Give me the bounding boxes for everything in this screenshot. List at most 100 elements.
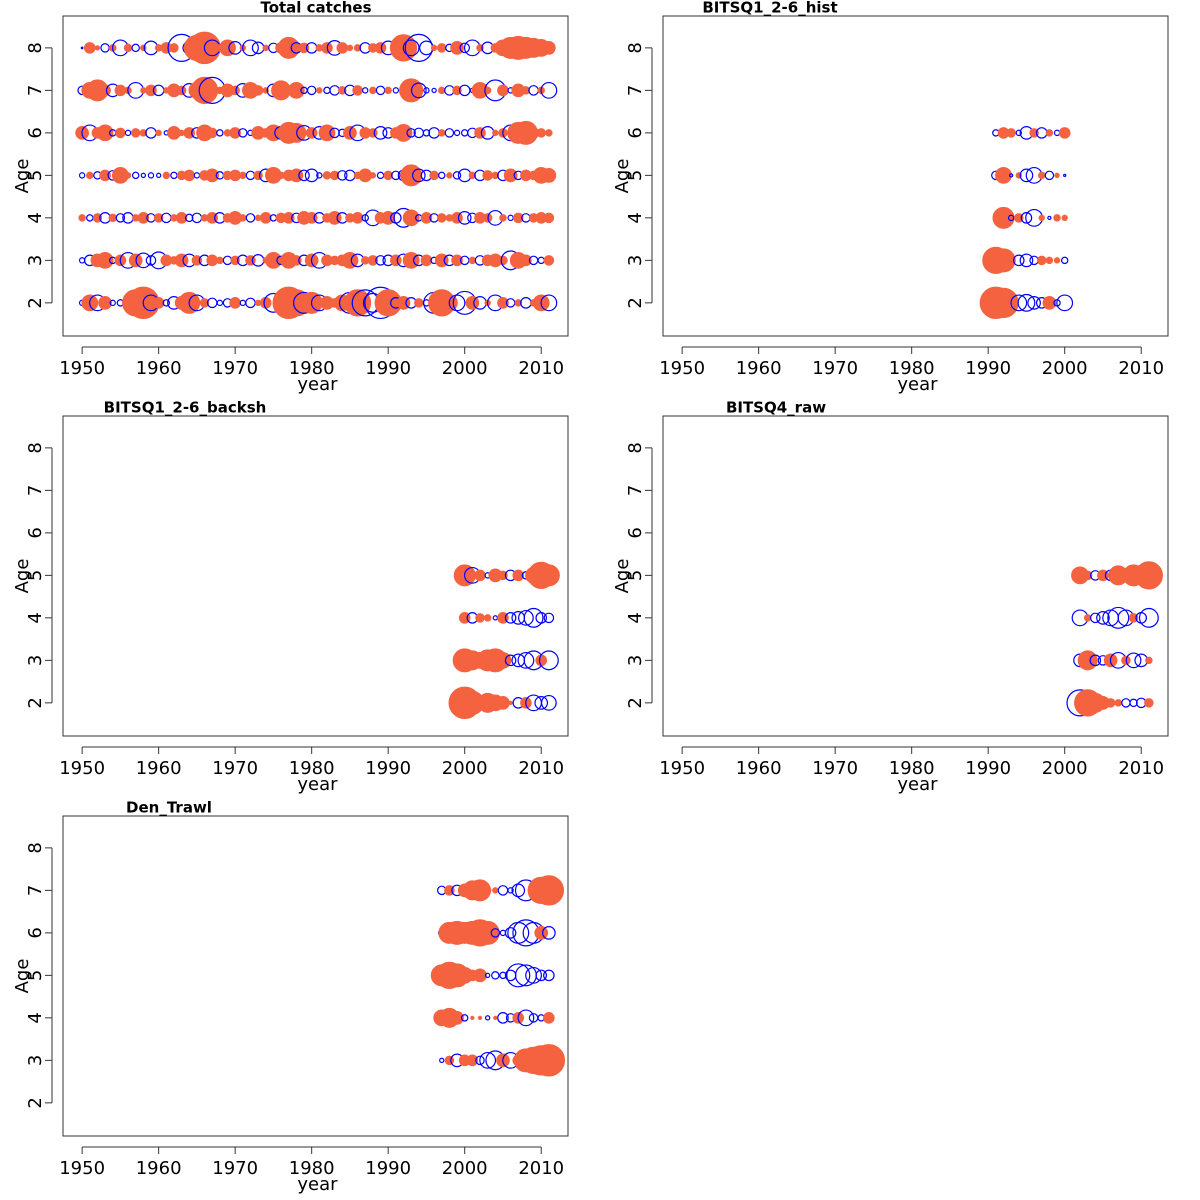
positive-residual bbox=[239, 171, 247, 180]
x-axis-label: year bbox=[897, 374, 938, 395]
positive-residual bbox=[1045, 129, 1054, 137]
negative-residual bbox=[438, 171, 446, 180]
positive-residual bbox=[1134, 561, 1163, 590]
positive-residual bbox=[450, 1011, 464, 1025]
negative-residual bbox=[1096, 611, 1110, 625]
negative-residual bbox=[517, 1009, 535, 1027]
positive-residual bbox=[1038, 214, 1045, 222]
y-tick-label: 3 bbox=[625, 255, 646, 266]
positive-residual bbox=[995, 166, 1012, 184]
positive-residual bbox=[402, 251, 420, 269]
positive-residual bbox=[1038, 171, 1046, 180]
positive-residual bbox=[429, 170, 439, 181]
positive-residual bbox=[229, 297, 241, 309]
negative-residual bbox=[534, 696, 549, 710]
negative-residual bbox=[499, 929, 507, 937]
x-tick-label: 2000 bbox=[1042, 758, 1088, 779]
positive-residual bbox=[545, 129, 553, 137]
positive-residual bbox=[139, 129, 148, 137]
negative-residual bbox=[1056, 294, 1074, 312]
x-tick-label: 2010 bbox=[518, 758, 564, 779]
negative-residual bbox=[540, 81, 558, 99]
positive-residual bbox=[542, 41, 556, 55]
negative-residual bbox=[517, 651, 535, 669]
positive-residual bbox=[219, 39, 236, 57]
positive-residual bbox=[239, 214, 247, 222]
y-tick-label: 6 bbox=[25, 527, 46, 538]
negative-residual bbox=[392, 87, 400, 94]
x-tick-label: 2010 bbox=[1118, 758, 1164, 779]
negative-residual bbox=[543, 612, 555, 624]
negative-residual bbox=[535, 969, 548, 982]
positive-residual bbox=[368, 128, 378, 138]
positive-residual bbox=[1058, 127, 1071, 139]
negative-residual bbox=[1138, 607, 1159, 628]
positive-residual bbox=[282, 212, 295, 224]
x-tick-label: 1970 bbox=[812, 758, 858, 779]
positive-residual bbox=[493, 1015, 498, 1021]
positive-residual bbox=[108, 213, 117, 223]
positive-residual bbox=[96, 251, 114, 269]
positive-residual bbox=[169, 43, 179, 53]
positive-residual bbox=[1114, 699, 1122, 707]
positive-residual bbox=[1082, 570, 1093, 581]
x-tick-label: 1990 bbox=[965, 358, 1011, 379]
positive-residual bbox=[468, 256, 477, 265]
panel: BITSQ4_raw 1950 1960 1970 1980 1990 2000 2010 ye… bbox=[612, 399, 1169, 795]
negative-residual bbox=[376, 171, 385, 180]
x-tick-label: 1990 bbox=[965, 758, 1011, 779]
negative-residual bbox=[216, 129, 224, 137]
x-tick-label: 1980 bbox=[889, 358, 935, 379]
y-axis-label: Age bbox=[612, 559, 633, 594]
negative-residual bbox=[100, 43, 110, 53]
positive-residual bbox=[543, 1012, 555, 1024]
plot-frame bbox=[62, 815, 569, 1137]
x-tick-label: 1980 bbox=[289, 1158, 335, 1179]
negative-residual bbox=[520, 297, 532, 309]
positive-residual bbox=[1054, 172, 1060, 179]
positive-residual bbox=[475, 613, 485, 623]
positive-residual bbox=[520, 254, 532, 267]
positive-residual bbox=[99, 84, 111, 97]
positive-residual bbox=[491, 171, 500, 180]
negative-residual bbox=[431, 87, 437, 94]
y-tick-label: 6 bbox=[25, 927, 46, 938]
positive-residual bbox=[452, 85, 462, 96]
x-tick-label: 1970 bbox=[812, 358, 858, 379]
negative-residual bbox=[490, 928, 501, 938]
positive-residual bbox=[534, 926, 549, 940]
y-tick-label: 7 bbox=[25, 885, 46, 896]
panel-title: BITSQ1_2-6_backsh bbox=[104, 399, 267, 417]
positive-residual bbox=[384, 86, 392, 95]
positive-residual bbox=[94, 45, 101, 51]
x-tick-label: 1970 bbox=[212, 1158, 258, 1179]
positive-residual bbox=[1077, 650, 1098, 671]
x-tick-label: 2010 bbox=[518, 1158, 564, 1179]
negative-residual bbox=[124, 129, 132, 137]
negative-residual bbox=[298, 169, 310, 182]
plot-frame bbox=[62, 15, 569, 337]
positive-residual bbox=[262, 44, 269, 52]
y-tick-label: 8 bbox=[25, 42, 46, 53]
x-tick-label: 1950 bbox=[659, 358, 705, 379]
negative-residual bbox=[542, 926, 556, 940]
y-tick-label: 2 bbox=[25, 297, 46, 308]
negative-residual bbox=[1063, 173, 1067, 178]
negative-residual bbox=[329, 127, 340, 139]
y-axis-label: Age bbox=[12, 959, 33, 994]
positive-residual bbox=[230, 255, 240, 266]
positive-residual bbox=[153, 213, 164, 223]
plot-frame bbox=[662, 415, 1169, 737]
y-axis-label: Age bbox=[12, 159, 33, 194]
positive-residual bbox=[1145, 656, 1153, 665]
x-tick-label: 1980 bbox=[889, 758, 935, 779]
positive-residual bbox=[205, 168, 220, 183]
negative-residual bbox=[540, 294, 558, 312]
y-tick-label: 3 bbox=[625, 655, 646, 666]
negative-residual bbox=[1008, 173, 1014, 178]
y-tick-label: 2 bbox=[625, 297, 646, 308]
positive-residual bbox=[152, 297, 165, 309]
positive-residual bbox=[322, 171, 332, 180]
positive-residual bbox=[508, 700, 513, 706]
positive-residual bbox=[468, 171, 477, 180]
